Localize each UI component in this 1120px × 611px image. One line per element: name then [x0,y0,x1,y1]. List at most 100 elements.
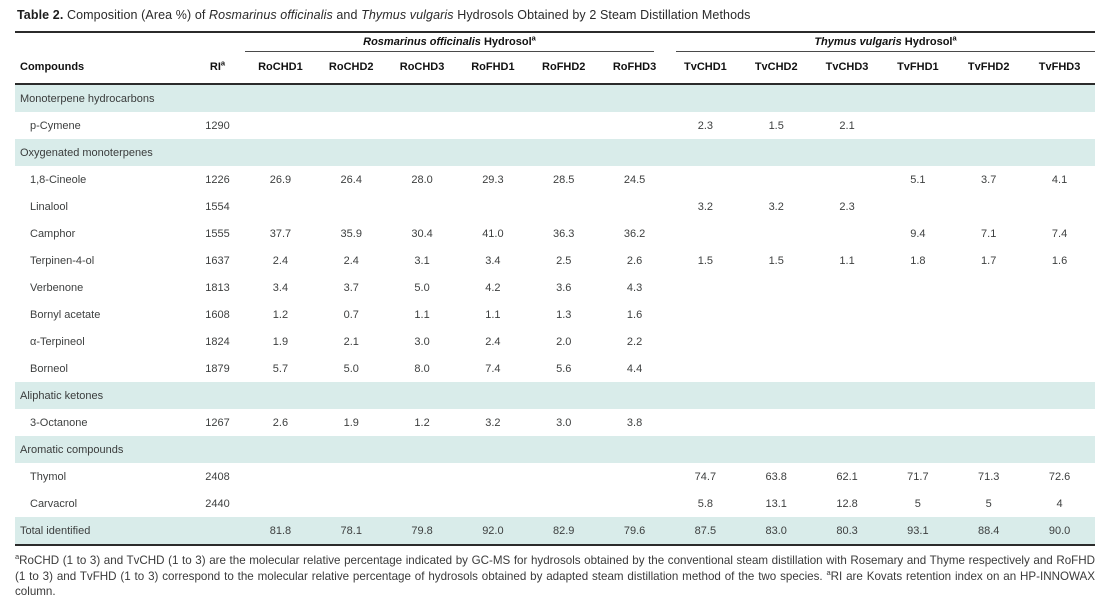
compound-row: Verbenone 1813 3.4 3.7 5.0 4.2 3.6 4.3 [15,274,1095,301]
group-header-spacer [15,32,245,52]
area-percent-value: 1.7 [981,254,997,267]
area-percent-value: 3.1 [414,254,430,267]
area-percent-value: 93.1 [882,517,954,546]
footnote-marker: a [531,33,536,43]
ri-value: 1824 [205,335,230,348]
area-percent-value: 37.7 [269,227,292,240]
area-percent-value [245,490,316,517]
area-percent-value [528,193,599,220]
area-percent-value: 3.6 [556,281,572,294]
area-percent-value [953,301,1024,328]
area-percent-value [316,463,387,490]
compound-name: Linalool [30,200,68,213]
area-percent-value: 1.6 [626,308,643,321]
area-percent-value: 82.9 [528,517,600,546]
col-header-sample: TvCHD1 [669,52,741,85]
col-header-sample: TvCHD3 [811,52,883,85]
compound-row: Terpinen-4-ol 1637 2.4 2.4 3.1 3.4 2.5 2.6 1.5 1.… [15,247,1095,274]
area-percent-value: 36.2 [623,227,646,240]
species-group-header-row: Rosmarinus officinalis Hydrosola Thymus … [15,32,1095,52]
col-header-ri: RIa [190,52,245,85]
composition-table: Rosmarinus officinalis Hydrosola Thymus … [15,31,1095,546]
ri-value: 1813 [205,281,230,294]
ri-value: 2440 [205,497,230,510]
area-percent-value: 1.1 [839,254,855,267]
area-percent-value: 1.8 [910,254,926,267]
area-percent-value: 7.4 [1051,227,1068,240]
area-percent-value: 3.2 [485,416,501,429]
area-percent-value [670,355,741,382]
group-label-rest: Hydrosol [480,36,532,48]
area-percent-value: 63.8 [765,470,787,483]
area-percent-value: 71.7 [907,470,929,483]
column-header-row: Compounds RIa RoCHD1 RoCHD2 RoCHD3 RoFHD1 RoFH… [15,52,1095,85]
compound-name: Thymol [30,470,67,483]
area-percent-value [741,355,812,382]
area-percent-value [812,301,883,328]
col-header-sample: TvFHD1 [882,52,954,85]
area-percent-value: 28.0 [411,173,433,186]
group-label-rest: Hydrosol [901,36,953,48]
compound-name: Carvacrol [30,497,78,510]
area-percent-value [741,274,812,301]
section-row: Oxygenated monoterpenes [15,139,1095,166]
area-percent-value [670,301,741,328]
area-percent-value: 1.5 [768,254,784,267]
area-percent-value: 4.3 [626,281,643,294]
compound-row: p-Cymene 1290 2.3 1.5 2.1 [15,112,1095,139]
area-percent-value: 9.4 [910,227,926,240]
compound-row: Linalool 1554 3.2 3.2 2.3 [15,193,1095,220]
area-percent-value [953,328,1024,355]
section-label: Oxygenated monoterpenes [15,139,1095,166]
compound-row: Bornyl acetate 1608 1.2 0.7 1.1 1.1 1.3 1.6 [15,301,1095,328]
area-percent-value [1024,301,1095,328]
area-percent-value: 4.4 [626,362,643,375]
area-percent-value: 26.4 [340,173,362,186]
area-percent-value: 80.3 [811,517,883,546]
area-percent-value [528,490,599,517]
area-percent-value [599,112,670,139]
compound-name: Bornyl acetate [30,308,101,321]
area-percent-value [953,112,1024,139]
area-percent-value [387,193,458,220]
area-percent-value: 3.2 [768,200,784,213]
area-percent-value [953,409,1024,436]
col-header-sample: RoFHD3 [599,52,670,85]
area-percent-value: 71.3 [977,470,1000,483]
table-number: Table 2. [17,8,64,22]
section-label: Aromatic compounds [15,436,1095,463]
area-percent-value: 5.7 [272,362,289,375]
ri-value: 1555 [205,227,230,240]
area-percent-value [882,301,953,328]
area-percent-value: 79.8 [386,517,458,546]
col-header-sample: RoCHD2 [315,52,387,85]
area-percent-value: 36.3 [553,227,575,240]
total-row: Total identified 81.8 78.1 79.8 92.0 82.9 79.6… [15,517,1095,546]
compound-row: Carvacrol 2440 5.8 13.1 12.8 5 5 4 [15,490,1095,517]
area-percent-value: 12.8 [836,497,858,510]
area-percent-value: 2.2 [626,335,643,348]
compound-row: α-Terpineol 1824 1.9 2.1 3.0 2.4 2.0 2.2 [15,328,1095,355]
ri-value: 1608 [205,308,230,321]
area-percent-value [1024,355,1095,382]
area-percent-value [741,220,812,247]
area-percent-value: 92.0 [457,517,529,546]
compound-name: Verbenone [30,281,84,294]
ri-value: 1226 [205,173,230,186]
area-percent-value [670,409,741,436]
area-percent-value [812,166,883,193]
area-percent-value [741,328,812,355]
col-header-sample: RoFHD1 [457,52,529,85]
area-percent-value [245,463,316,490]
area-percent-value: 1.9 [272,335,289,348]
area-percent-value [599,193,670,220]
compound-row: 3-Octanone 1267 2.6 1.9 1.2 3.2 3.0 3.8 [15,409,1095,436]
area-percent-value: 72.6 [1048,470,1071,483]
area-percent-value: 83.0 [740,517,812,546]
area-percent-value [599,463,670,490]
compound-name: Terpinen-4-ol [30,254,95,267]
area-percent-value: 3.7 [343,281,359,294]
area-percent-value [316,112,387,139]
area-percent-value [245,112,316,139]
area-percent-value: 74.7 [694,470,717,483]
